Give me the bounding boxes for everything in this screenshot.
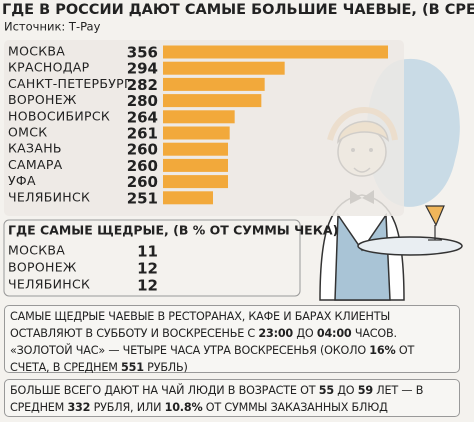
value-label: 12 — [137, 260, 158, 278]
bar — [163, 110, 235, 124]
highlight: 551 — [121, 361, 144, 374]
value-label: 282 — [127, 76, 158, 94]
chart-title: ГДЕ САМЫЕ ЩЕДРЫЕ, (В % ОТ СУММЫ ЧЕКА) — [8, 223, 338, 238]
bar — [163, 77, 265, 91]
category-label: ЧЕЛЯБИНСК — [8, 189, 90, 204]
note-text: ЛЕТ — В СРЕДНЕМ — [10, 384, 424, 414]
bar — [163, 45, 388, 59]
note: БОЛЬШЕ ВСЕГО ДАЮТ НА ЧАЙ ЛЮДИ В ВОЗРАСТЕ… — [4, 379, 460, 417]
value-label: 356 — [127, 44, 158, 62]
category-label: МОСКВА — [8, 44, 65, 59]
category-label: ВОРОНЕЖ — [8, 92, 77, 107]
source: Источник: Т-Pay — [4, 20, 101, 34]
category-label: МОСКВА — [8, 243, 65, 258]
value-label: 260 — [127, 157, 158, 175]
note-text: БОЛЬШЕ ВСЕГО ДАЮТ НА ЧАЙ ЛЮДИ В ВОЗРАСТЕ… — [10, 384, 319, 397]
category-label: САМАРА — [8, 157, 63, 172]
note-text: ОТ СЧЕТА, В СРЕДНЕМ — [10, 344, 415, 374]
bar — [163, 158, 228, 172]
bar — [163, 126, 230, 140]
panel — [3, 219, 301, 297]
highlight: 16% — [369, 344, 396, 357]
chart-2: МОСКВА 11 ВОРОНЕЖ 12 ЧЕЛЯБИНСК 12 — [8, 243, 158, 295]
note-text: САМЫЕ ЩЕДРЫЕ ЧАЕВЫЕ В РЕСТОРАНАХ, КАФЕ И… — [10, 310, 391, 340]
chart-title: ГДЕ В РОССИИ ДАЮТ САМЫЕ БОЛЬШИЕ ЧАЕВЫЕ, … — [2, 2, 474, 18]
bar — [163, 142, 228, 156]
bar — [163, 61, 285, 75]
category-label: УФА — [8, 173, 36, 188]
category-label: ЧЕЛЯБИНСК — [8, 277, 90, 292]
note: САМЫЕ ЩЕДРЫЕ ЧАЕВЫЕ В РЕСТОРАНАХ, КАФЕ И… — [4, 305, 460, 374]
value-label: 260 — [127, 141, 158, 159]
highlight: 59 — [357, 384, 373, 397]
category-label: НОВОСИБИРСК — [8, 108, 110, 123]
note-text: РУБЛЯ, ИЛИ — [90, 401, 165, 414]
value-label: 261 — [127, 125, 158, 143]
value-label: 12 — [137, 277, 158, 295]
highlight: 55 — [318, 384, 334, 397]
highlight: 23:00 — [258, 327, 294, 340]
category-label: ОМСК — [8, 125, 47, 140]
note-text: РУБЛЬ) — [143, 361, 188, 374]
note-text: ОТ СУММЫ ЗАКАЗАННЫХ БЛЮД — [202, 401, 388, 414]
value-label: 264 — [127, 108, 158, 126]
value-label: 260 — [127, 173, 158, 191]
category-label: ВОРОНЕЖ — [8, 260, 77, 275]
bar — [163, 175, 228, 189]
note-text: ДО — [333, 384, 358, 397]
category-label: САНКТ-ПЕТЕРБУРГ — [8, 76, 132, 91]
value-label: 280 — [127, 92, 158, 110]
highlight: 04:00 — [316, 327, 352, 340]
note-text: ДО — [293, 327, 317, 340]
highlight: 10.8% — [164, 401, 203, 414]
value-label: 251 — [127, 189, 158, 207]
category-label: КАЗАНЬ — [8, 141, 62, 156]
bar — [163, 191, 213, 205]
note-text: ЧАСОВ. «ЗОЛОТОЙ ЧАС» — ЧЕТЫРЕ ЧАСА УТРА … — [10, 327, 397, 357]
highlight: 332 — [67, 401, 91, 414]
value-label: 11 — [137, 243, 158, 261]
category-label: КРАСНОДАР — [8, 60, 90, 75]
bar — [163, 94, 262, 108]
value-label: 294 — [127, 60, 158, 78]
